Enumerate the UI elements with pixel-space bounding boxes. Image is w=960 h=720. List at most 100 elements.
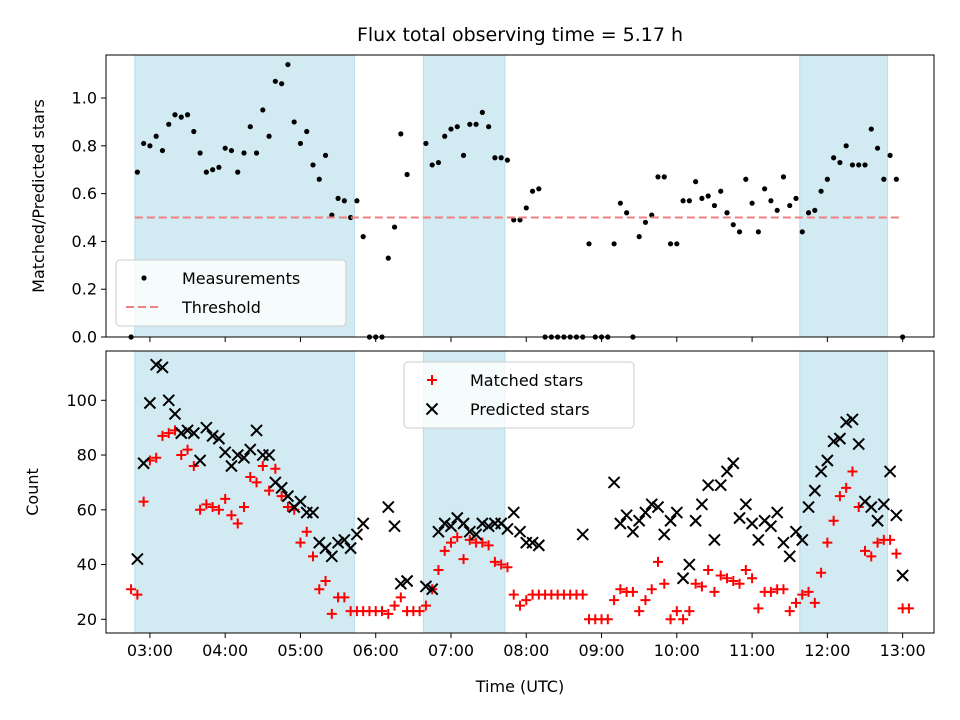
data-point (477, 537, 488, 548)
data-point (482, 520, 495, 533)
data-point (733, 511, 746, 525)
x-tick-label: 03:00 (127, 641, 173, 660)
chart-title: Flux total observing time = 5.17 h (357, 24, 683, 46)
data-point (247, 124, 253, 130)
data-point (689, 514, 702, 527)
axes-frame (105, 350, 935, 634)
data-point (699, 195, 705, 201)
data-point (703, 565, 714, 576)
data-point (126, 584, 137, 595)
data-point (235, 169, 241, 175)
data-point (276, 491, 287, 502)
data-point (138, 496, 149, 507)
data-point (486, 124, 492, 130)
data-point (705, 193, 711, 199)
data-point (187, 426, 201, 440)
data-point (808, 484, 822, 497)
data-point (646, 584, 657, 595)
data-point (137, 457, 150, 470)
data-point (816, 567, 827, 578)
data-point (532, 539, 546, 552)
data-point (653, 556, 663, 567)
data-point (868, 126, 874, 132)
data-point (232, 518, 243, 529)
data-point (473, 121, 479, 127)
data-point (778, 584, 789, 595)
data-point (617, 200, 623, 206)
x-tick-label: 07:00 (428, 641, 474, 660)
data-point (433, 565, 444, 576)
data-point (218, 446, 232, 459)
data-point (467, 121, 473, 127)
data-point (338, 533, 351, 547)
data-point (213, 504, 224, 515)
data-point (257, 460, 268, 471)
data-point (360, 234, 366, 240)
data-point (262, 448, 276, 462)
data-point (715, 570, 726, 581)
data-point (272, 78, 278, 84)
data-point (883, 465, 897, 478)
data-point (172, 112, 178, 118)
data-point (492, 155, 498, 161)
data-point (896, 569, 909, 582)
data-point (291, 119, 297, 125)
data-point (294, 495, 307, 508)
data-point (718, 188, 724, 194)
data-point (391, 224, 398, 230)
data-point (577, 589, 588, 600)
data-point (151, 452, 162, 463)
data-point (166, 121, 172, 127)
data-point (747, 573, 758, 584)
data-point (404, 171, 410, 178)
data-point (680, 198, 686, 204)
data-point (828, 515, 839, 526)
data-point (394, 577, 408, 590)
data-point (339, 592, 350, 603)
x-tick-label: 09:00 (578, 641, 624, 660)
shaded-interval-2 (422, 54, 506, 338)
x-tick-label: 06:00 (353, 641, 399, 660)
data-point (667, 241, 674, 247)
y-tick-label: 0.8 (72, 136, 97, 155)
data-point (764, 520, 778, 533)
data-point (239, 502, 249, 513)
data-point (833, 432, 847, 445)
x-tick-label: 05:00 (277, 641, 323, 660)
data-point (460, 152, 467, 158)
data-point (193, 454, 207, 467)
data-point (791, 597, 801, 608)
data-point (676, 572, 690, 585)
data-point (609, 595, 620, 606)
x-tick-label: 04:00 (202, 641, 248, 660)
data-point (181, 424, 194, 437)
data-point (251, 477, 262, 488)
data-point (319, 541, 332, 555)
y-axis-label: Matched/Predicted stars (29, 99, 48, 293)
data-point (501, 522, 514, 536)
data-point (696, 581, 707, 592)
data-point (749, 200, 755, 206)
data-point (765, 586, 776, 597)
data-point (784, 606, 795, 617)
legend: Measurements Threshold (115, 259, 347, 327)
data-point (504, 157, 511, 163)
data-point (253, 150, 260, 156)
data-point (206, 429, 219, 443)
data-point (182, 444, 193, 455)
data-point (695, 498, 709, 511)
legend-box (115, 259, 347, 327)
data-point (162, 394, 175, 407)
data-point (651, 500, 665, 514)
data-point (356, 517, 370, 530)
y-tick-label: 1.0 (72, 89, 97, 108)
legend-marker (425, 402, 439, 416)
data-point (658, 528, 671, 541)
data-point (141, 140, 147, 147)
data-point (881, 176, 887, 182)
data-point (435, 159, 442, 166)
data-point (818, 188, 824, 194)
data-point (444, 520, 458, 533)
y-tick-label: 40 (77, 555, 97, 574)
data-point (645, 498, 658, 511)
